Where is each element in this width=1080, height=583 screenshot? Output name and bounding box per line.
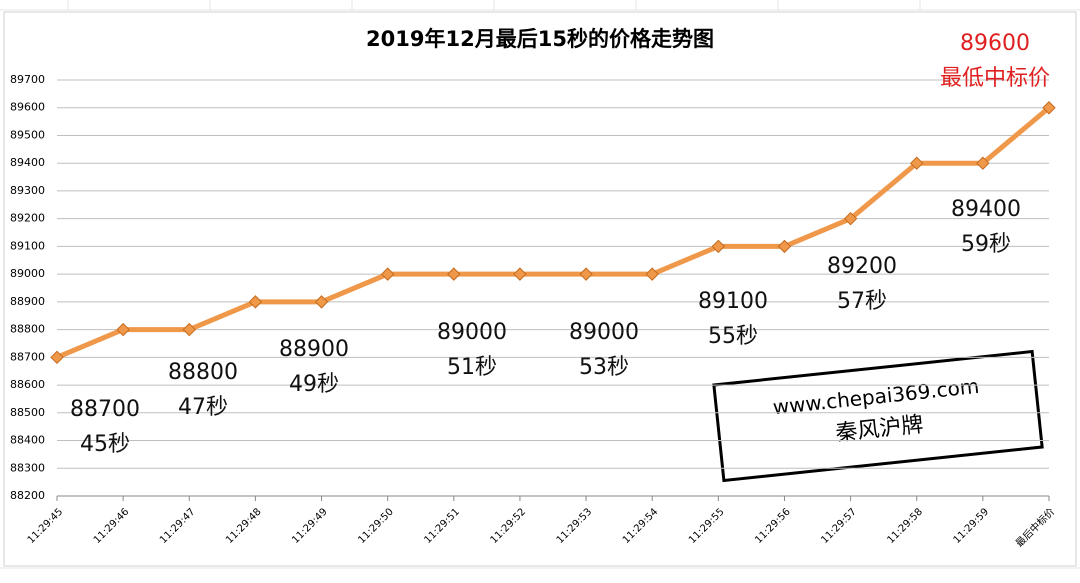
point bbox=[711, 239, 726, 254]
annotation-time: 49秒 bbox=[289, 372, 339, 397]
annotation-time: 57秒 bbox=[837, 289, 887, 314]
y-tick-label: 89000 bbox=[10, 267, 45, 280]
y-tick-label: 88900 bbox=[10, 295, 45, 308]
annotation-price: 89000 bbox=[437, 320, 507, 345]
point bbox=[777, 239, 792, 254]
point bbox=[843, 211, 858, 226]
annotation-time: 59秒 bbox=[961, 232, 1011, 257]
y-tick-label: 89100 bbox=[10, 239, 45, 252]
y-tick-label: 89200 bbox=[10, 212, 45, 225]
price-line bbox=[56, 105, 1051, 360]
point bbox=[314, 295, 329, 309]
point bbox=[50, 350, 64, 365]
point bbox=[1042, 101, 1056, 115]
y-tick-label: 88500 bbox=[10, 406, 45, 419]
y-tick-label: 89700 bbox=[10, 73, 45, 86]
watermark-box bbox=[712, 349, 1044, 483]
point bbox=[380, 267, 395, 281]
y-tick-label: 88800 bbox=[10, 323, 45, 336]
annotation-price: 89600 bbox=[960, 31, 1030, 56]
annotation-time: 53秒 bbox=[579, 355, 629, 380]
annotation-time: 最低中标价 bbox=[940, 66, 1050, 91]
chart-title: 2019年12月最后15秒的价格走势图 bbox=[366, 27, 714, 51]
annotation-price: 89000 bbox=[569, 320, 639, 345]
point bbox=[248, 295, 263, 309]
y-tick-label: 88200 bbox=[10, 489, 45, 502]
annotation-time: 51秒 bbox=[447, 355, 497, 380]
point bbox=[910, 156, 924, 170]
sheet-grid bbox=[0, 0, 1080, 569]
y-tick-label: 88600 bbox=[10, 378, 45, 391]
point bbox=[447, 267, 461, 281]
point bbox=[976, 156, 990, 170]
y-tick-label: 89600 bbox=[10, 101, 45, 114]
annotation-time: 55秒 bbox=[708, 324, 758, 349]
y-tick-label: 88700 bbox=[10, 350, 45, 363]
annotation-price: 89100 bbox=[698, 289, 768, 314]
point bbox=[116, 322, 130, 337]
annotation-price: 89400 bbox=[951, 197, 1021, 222]
point bbox=[513, 267, 527, 281]
annotation-price: 88900 bbox=[279, 337, 349, 362]
y-tick-label: 88300 bbox=[10, 461, 45, 474]
annotation-price: 89200 bbox=[827, 254, 897, 279]
y-tick-label: 89300 bbox=[10, 184, 45, 197]
y-tick-label: 89500 bbox=[10, 128, 45, 141]
point bbox=[645, 267, 659, 281]
point bbox=[579, 267, 593, 281]
annotation-time: 45秒 bbox=[80, 432, 130, 457]
y-tick-label: 89400 bbox=[10, 156, 45, 169]
annotation-time: 47秒 bbox=[178, 395, 228, 420]
point bbox=[182, 322, 196, 337]
annotation-price: 88700 bbox=[70, 397, 140, 422]
chart-border bbox=[3, 11, 1077, 567]
annotation-price: 88800 bbox=[168, 360, 238, 385]
y-tick-label: 88400 bbox=[10, 434, 45, 447]
